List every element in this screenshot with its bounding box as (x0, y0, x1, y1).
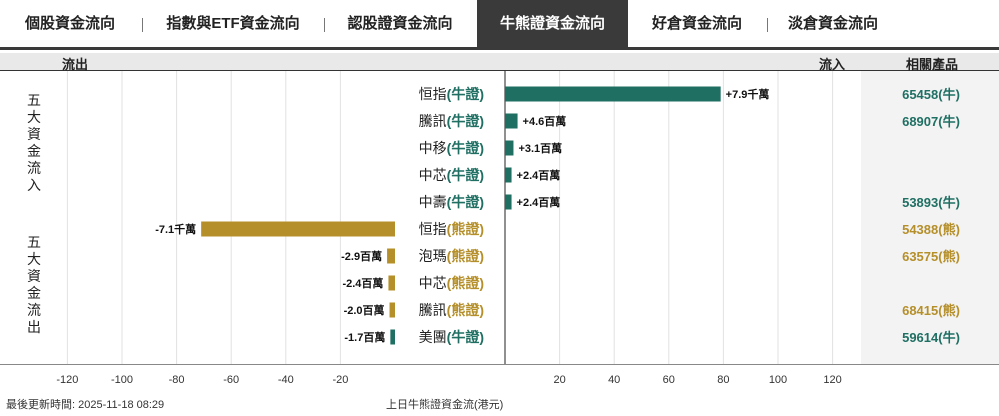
inflow-bar (505, 194, 512, 210)
inflow-char: 金 (27, 143, 41, 159)
outflow-char: 金 (27, 285, 41, 301)
cbbc-flow-chart: 恒指(牛證) +7.9千萬 65458(牛) 騰訊(牛證) +4.6百萬 68907(牛)… (0, 71, 999, 386)
chart-caption: 上日牛熊證資金流(港元) (386, 399, 504, 411)
x-tick-label: -100 (111, 374, 133, 386)
outflow-side-label: 五大資金流出 (26, 234, 42, 336)
x-tick-label: 120 (823, 374, 841, 386)
row-label: 美團(牛證) (419, 329, 484, 345)
related-product-link[interactable]: 68415(熊) (902, 303, 960, 318)
outflow-bar (390, 329, 395, 345)
x-tick-label: -80 (169, 374, 185, 386)
bar-value-label: +2.4百萬 (517, 168, 561, 182)
row-label: 騰訊(牛證) (419, 113, 484, 129)
bar-value-label: +4.6百萬 (523, 114, 567, 128)
related-product-link[interactable]: 54388(熊) (902, 222, 960, 237)
tab-cbbc-flow[interactable]: 牛熊證資金流向 (477, 0, 628, 47)
row-label: 中芯(牛證) (419, 167, 484, 183)
inflow-bar (505, 86, 721, 102)
tab-bar: 個股資金流向 指數與ETF資金流向 認股證資金流向 牛熊證資金流向 好倉資金流向… (0, 0, 999, 50)
outflow-bar (388, 275, 395, 291)
tab-separator (767, 18, 768, 32)
bar-value-label: -1.7百萬 (344, 330, 385, 344)
bar-value-label: -2.9百萬 (341, 249, 382, 263)
inflow-side-label: 五大資金流入 (26, 92, 42, 194)
related-product-link[interactable]: 53893(牛) (902, 195, 960, 210)
outflow-header: 流出 (62, 57, 89, 72)
tab-warrant-flow[interactable]: 認股證資金流向 (347, 15, 453, 32)
x-tick-label: 60 (663, 374, 675, 386)
chart-header: 流出 流入 相關產品 (0, 53, 999, 72)
x-tick-label: 40 (608, 374, 620, 386)
row-label: 中移(牛證) (419, 140, 484, 156)
row-label: 中芯(熊證) (419, 275, 484, 291)
x-tick-label: 80 (717, 374, 729, 386)
outflow-char: 五 (27, 234, 41, 250)
x-tick-label: 20 (553, 374, 565, 386)
outflow-bar (389, 302, 395, 318)
related-product-link[interactable]: 59614(牛) (902, 330, 960, 345)
row-label: 恒指(牛證) (419, 86, 484, 102)
row-label: 中壽(牛證) (419, 194, 484, 210)
last-updated: 最後更新時間: 2025-11-18 08:29 (6, 399, 165, 411)
x-tick-label: -120 (56, 374, 78, 386)
outflow-bar (201, 221, 395, 237)
outflow-char: 出 (27, 319, 41, 335)
row-label: 恒指(熊證) (419, 221, 484, 237)
inflow-char: 五 (27, 92, 41, 108)
tab-long-flow[interactable]: 好倉資金流向 (651, 15, 742, 32)
bar-value-label: +7.9千萬 (726, 87, 770, 101)
bar-value-label: +2.4百萬 (517, 195, 561, 209)
inflow-char: 流 (27, 160, 41, 176)
related-product-link[interactable]: 68907(牛) (902, 114, 960, 129)
inflow-bar (505, 140, 514, 156)
row-label: 騰訊(熊證) (419, 302, 484, 318)
outflow-char: 流 (27, 302, 41, 318)
inflow-char: 大 (27, 109, 41, 125)
inflow-bar (505, 113, 518, 129)
x-tick-label: -20 (332, 374, 348, 386)
inflow-char: 資 (27, 126, 41, 142)
outflow-char: 大 (27, 251, 41, 267)
bar-value-label: -7.1千萬 (155, 222, 196, 236)
inflow-header: 流入 (819, 57, 846, 72)
bar-value-label: -2.0百萬 (344, 303, 385, 317)
tab-separator (142, 18, 143, 32)
tab-stock-flow[interactable]: 個股資金流向 (24, 15, 115, 32)
inflow-char: 入 (27, 177, 41, 193)
tab-separator (324, 18, 325, 32)
x-tick-label: 100 (769, 374, 787, 386)
products-column (861, 71, 999, 364)
tab-index-etf-flow[interactable]: 指數與ETF資金流向 (166, 15, 300, 32)
related-product-link[interactable]: 65458(牛) (902, 87, 960, 102)
bar-value-label: +3.1百萬 (518, 141, 562, 155)
row-label: 泡瑪(熊證) (419, 248, 484, 264)
inflow-bar (505, 167, 512, 183)
outflow-bar (387, 248, 395, 264)
bar-value-label: -2.4百萬 (342, 276, 383, 290)
outflow-char: 資 (27, 268, 41, 284)
products-header: 相關產品 (906, 57, 959, 72)
related-product-link[interactable]: 63575(熊) (902, 249, 960, 264)
tab-short-flow[interactable]: 淡倉資金流向 (787, 15, 878, 32)
x-tick-label: -40 (278, 374, 294, 386)
x-tick-label: -60 (223, 374, 239, 386)
